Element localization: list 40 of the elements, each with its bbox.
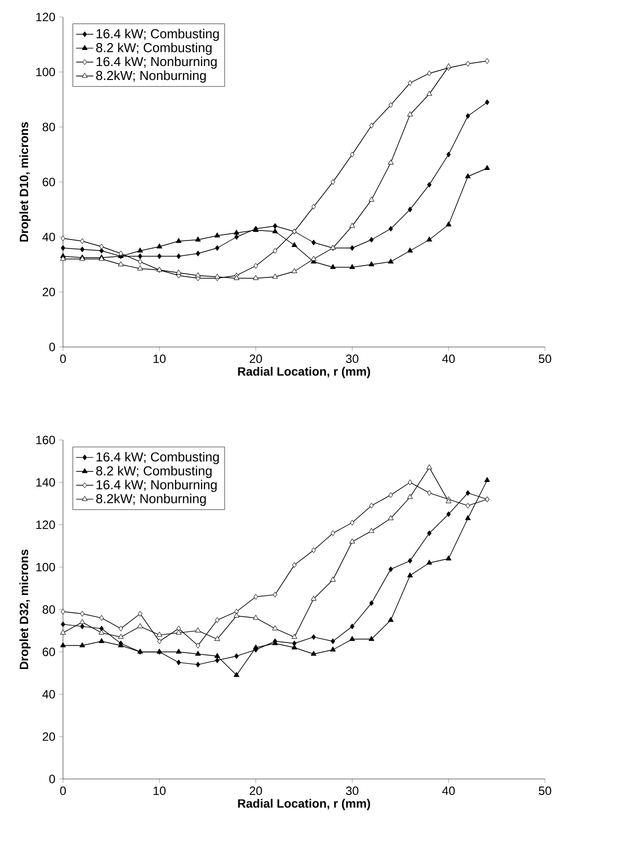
legend-label: 16.4 kW; Nonburning <box>96 480 217 492</box>
y-tick-label: 80 <box>42 605 55 614</box>
x-tick-label: 30 <box>346 354 358 364</box>
y-tick-label: 0 <box>49 342 56 352</box>
x-tick-label: 20 <box>250 354 262 364</box>
x-tick-label: 10 <box>154 354 166 364</box>
y-tick-label: 120 <box>36 12 55 22</box>
y-tick-label: 120 <box>36 520 55 529</box>
x-axis-title: Radial Location, r (mm) <box>238 798 370 810</box>
legend-label: 8.2 kW; Combusting <box>96 42 212 55</box>
y-tick-label: 60 <box>42 648 55 656</box>
y-axis-title: Droplet D32, microns <box>19 550 31 670</box>
y-tick-label: 80 <box>42 122 55 132</box>
x-tick-label: 0 <box>60 354 66 364</box>
legend-label: 8.2kW; Nonburning <box>96 70 206 83</box>
x-tick-label: 20 <box>250 786 262 796</box>
x-axis-title: Radial Location, r (mm) <box>238 366 370 378</box>
y-tick-label: 40 <box>42 232 55 242</box>
legend-label: 16.4 kW; Nonburning <box>96 56 217 69</box>
y-axis-title: Droplet D10, microns <box>19 122 31 242</box>
x-tick-label: 40 <box>442 354 455 364</box>
y-tick-label: 20 <box>42 732 55 741</box>
y-tick-label: 20 <box>42 288 55 296</box>
x-tick-label: 50 <box>538 786 552 796</box>
y-tick-label: 100 <box>36 562 55 572</box>
x-tick-label: 0 <box>60 786 66 796</box>
x-tick-label: 30 <box>346 786 358 796</box>
y-tick-label: 40 <box>42 690 55 698</box>
y-tick-label: 160 <box>36 436 55 444</box>
y-tick-label: 60 <box>42 178 55 186</box>
legend-label: 16.4 kW; Combusting <box>96 28 219 41</box>
x-tick-label: 50 <box>538 354 552 364</box>
legend-label: 16.4 kW; Combusting <box>96 452 219 464</box>
y-tick-label: 0 <box>49 774 56 784</box>
x-tick-label: 10 <box>154 786 166 796</box>
legend-label: 8.2 kW; Combusting <box>96 466 212 478</box>
y-tick-label: 100 <box>36 68 55 76</box>
y-tick-label: 140 <box>36 478 55 487</box>
legend-label: 8.2kW; Nonburning <box>96 494 206 506</box>
x-tick-label: 40 <box>442 786 455 796</box>
